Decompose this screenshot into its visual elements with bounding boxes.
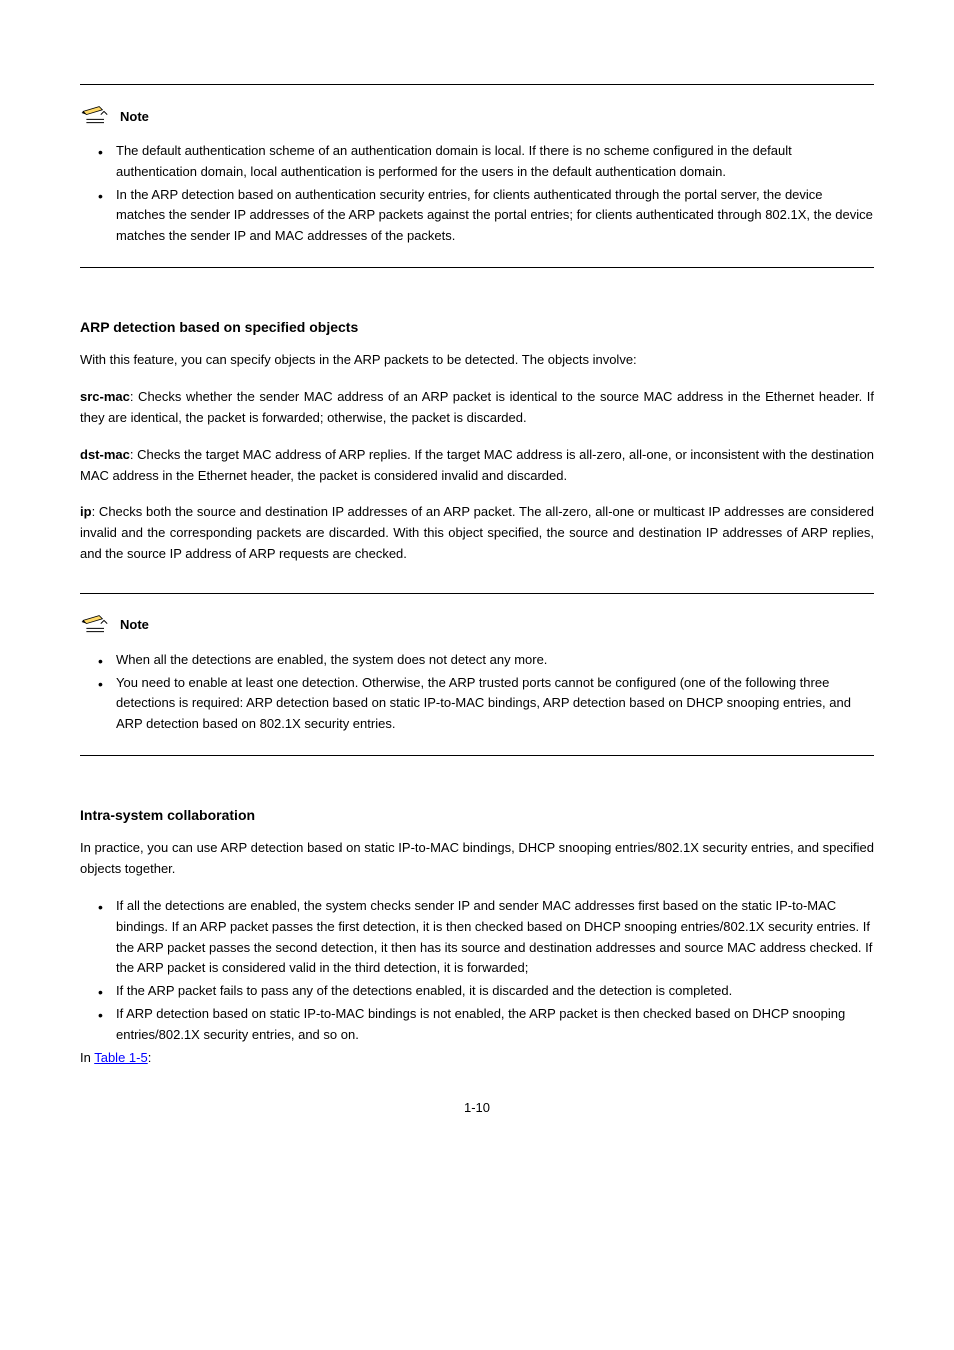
note-header: Note <box>80 614 874 638</box>
paragraph: ip: Checks both the source and destinati… <box>80 502 874 564</box>
note-section-2: Note When all the detections are enabled… <box>80 614 874 735</box>
term-ip: ip <box>80 504 92 519</box>
term-body: : Checks both the source and destination… <box>80 504 874 561</box>
note-label: Note <box>120 107 149 128</box>
separator-line <box>80 593 874 594</box>
list-item: If all the detections are enabled, the s… <box>98 896 874 979</box>
note-list-item: The default authentication scheme of an … <box>98 141 874 183</box>
note-bullet-list: The default authentication scheme of an … <box>80 141 874 247</box>
separator-line <box>80 84 874 85</box>
term-body: : Checks the target MAC address of ARP r… <box>80 447 874 483</box>
note-icon <box>80 614 112 638</box>
paragraph: src-mac: Checks whether the sender MAC a… <box>80 387 874 429</box>
term-src-mac: src-mac <box>80 389 130 404</box>
note-list-item: When all the detections are enabled, the… <box>98 650 874 671</box>
note-list-item: In the ARP detection based on authentica… <box>98 185 874 247</box>
note-icon <box>80 105 112 129</box>
note-header: Note <box>80 105 874 129</box>
paragraph: dst-mac: Checks the target MAC address o… <box>80 445 874 487</box>
paragraph: In practice, you can use ARP detection b… <box>80 838 874 880</box>
paragraph: With this feature, you can specify objec… <box>80 350 874 371</box>
section-title: Intra-system collaboration <box>80 804 874 826</box>
note-list-item: You need to enable at least one detectio… <box>98 673 874 735</box>
section-title: ARP detection based on specified objects <box>80 316 874 338</box>
note-section-1: Note The default authentication scheme o… <box>80 105 874 247</box>
list-item: If the ARP packet fails to pass any of t… <box>98 981 874 1002</box>
term-body: : Checks whether the sender MAC address … <box>80 389 874 425</box>
table-reference: In Table 1-5: <box>80 1048 874 1069</box>
page-number: 1-10 <box>80 1098 874 1119</box>
table-link[interactable]: Table 1-5 <box>94 1050 147 1065</box>
ref-suffix: : <box>148 1050 152 1065</box>
note-label: Note <box>120 615 149 636</box>
note-bullet-list: When all the detections are enabled, the… <box>80 650 874 735</box>
collab-bullet-list: If all the detections are enabled, the s… <box>80 896 874 1046</box>
ref-prefix: In <box>80 1050 94 1065</box>
term-dst-mac: dst-mac <box>80 447 130 462</box>
list-item: If ARP detection based on static IP-to-M… <box>98 1004 874 1046</box>
